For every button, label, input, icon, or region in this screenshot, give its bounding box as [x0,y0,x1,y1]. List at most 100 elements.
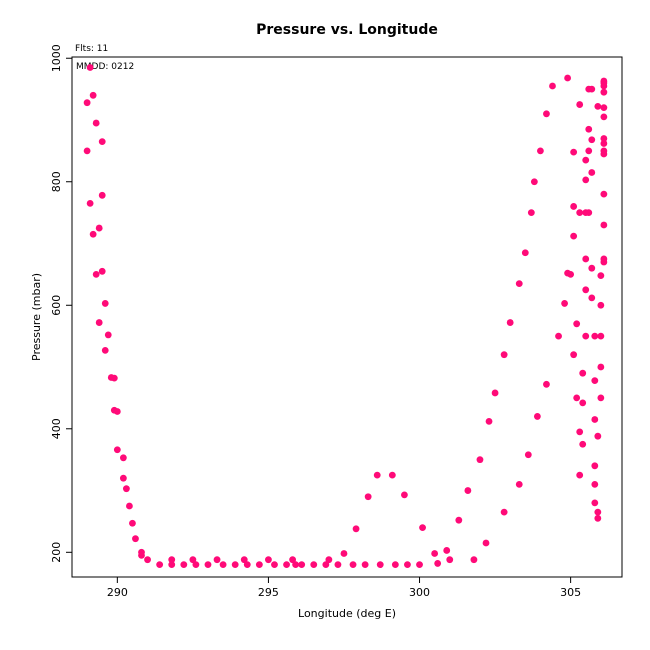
data-point [361,561,369,569]
data-point [283,561,290,569]
data-point [92,119,100,127]
data-point [582,286,590,294]
data-point [434,560,442,567]
data-point [594,103,602,110]
data-point [101,346,109,354]
y-tick-label: 800 [50,171,63,192]
data-point [533,413,541,420]
date-note: MMDD: 0212 [76,62,134,72]
data-point [597,394,605,402]
data-point [138,548,145,556]
data-point [594,514,602,522]
x-axis-label: Longitude (deg E) [298,607,396,620]
data-point [349,561,357,569]
data-point [98,138,106,146]
data-point [95,224,103,232]
data-point [129,519,136,527]
data-point [340,550,348,557]
data-point [576,471,584,479]
data-point [579,399,587,407]
data-point [515,480,523,488]
data-point [243,561,251,569]
data-point [555,332,562,340]
data-point [515,280,523,288]
data-point [591,377,599,385]
data-point [401,491,408,499]
data-point [113,446,121,454]
data-point [98,191,106,199]
data-point [101,300,109,307]
x-tick-label: 290 [107,586,128,599]
data-point [364,493,372,501]
data-point [419,524,426,531]
data-point [582,255,590,263]
data-point [591,332,599,340]
data-point [543,110,550,118]
data-point [485,417,493,425]
data-point [431,550,439,557]
data-point [416,561,423,569]
data-point [600,140,608,147]
data-point [537,147,544,155]
data-point [334,561,342,569]
data-point [113,408,121,415]
data-point [600,77,608,85]
data-point [506,319,514,326]
data-point [404,561,411,569]
data-point [132,535,139,543]
data-point [298,561,306,569]
data-point [579,440,587,448]
data-point [588,294,596,302]
data-point [271,561,278,569]
data-point [482,539,490,547]
data-point [597,272,605,280]
data-point [83,147,91,155]
data-point [570,148,578,156]
data-point [600,113,608,121]
data-point [600,147,608,155]
data-point [600,135,608,142]
data-point [144,556,151,564]
data-point [500,351,508,359]
data-point [391,561,399,569]
data-point [86,64,94,71]
data-point [213,556,221,564]
data-point [576,101,584,108]
data-point [464,487,472,494]
data-point [122,485,130,493]
data-point [521,249,529,257]
data-point [570,232,578,240]
data-point [119,474,127,482]
data-point [594,432,602,440]
data-point [119,454,127,462]
data-point [470,556,478,564]
data-point [524,451,532,459]
data-point [89,91,97,99]
data-point [86,199,94,207]
data-point [388,471,396,479]
chart-title: Pressure vs. Longitude [256,22,438,38]
y-tick-label: 200 [50,542,63,563]
data-point [180,561,188,569]
flights-note: Flts: 11 [75,44,108,54]
data-point [455,516,463,524]
data-point [585,209,593,217]
data-point [600,88,608,96]
data-point [92,270,100,278]
data-point [576,209,584,217]
data-point [570,203,578,210]
data-point [594,508,602,516]
data-point [570,351,578,359]
data-point [600,104,608,112]
y-tick-label: 600 [50,295,63,316]
data-point [597,301,605,309]
data-point [98,267,106,275]
x-tick-label: 295 [258,586,279,599]
data-point [322,561,330,569]
data-point [579,369,587,377]
data-point [156,561,164,569]
data-point [168,556,176,564]
data-point [588,136,596,144]
data-point [588,85,596,93]
